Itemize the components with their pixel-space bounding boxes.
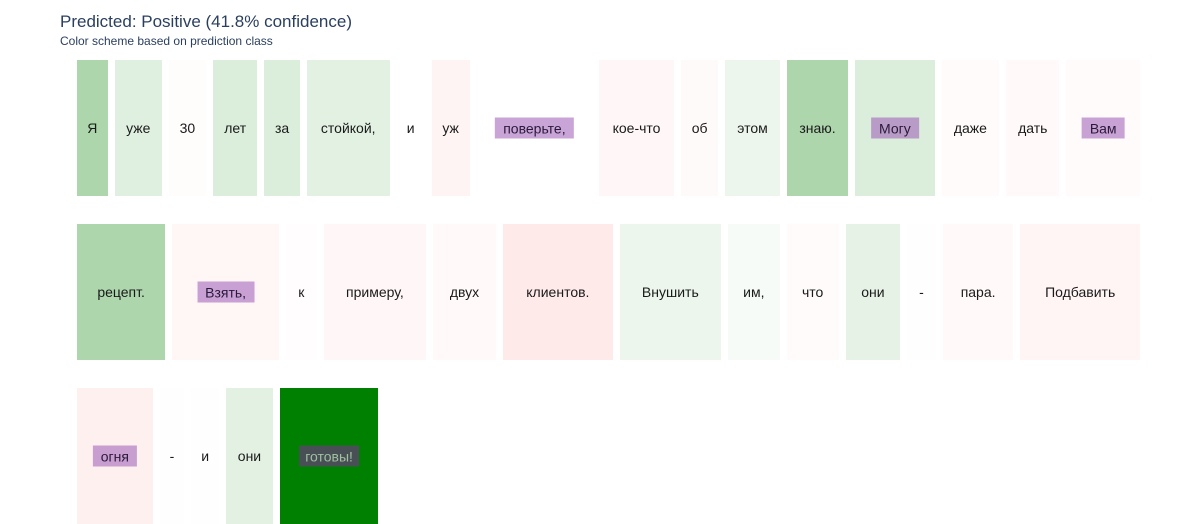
token-label: за	[274, 120, 290, 136]
token-label: что	[801, 284, 824, 300]
token-cell	[1006, 60, 1060, 196]
token-label: и	[406, 120, 415, 136]
token-label: стойкой,	[320, 120, 376, 136]
token-label: знаю.	[799, 120, 836, 136]
chart-title: Predicted: Positive (41.8% confidence)	[60, 12, 352, 31]
token-cell	[212, 60, 258, 196]
token-cell	[725, 60, 780, 196]
token-cell	[502, 224, 613, 360]
token-label: они	[861, 284, 885, 300]
token-label: готовы!	[299, 445, 359, 467]
token-label: даже	[953, 120, 987, 136]
token-cell	[786, 224, 839, 360]
token-label: этом	[737, 120, 768, 136]
token-label: рецепт.	[97, 284, 145, 300]
token-cell	[433, 224, 496, 360]
token-label: кое-что	[612, 120, 661, 136]
token-cell	[306, 60, 390, 196]
token-label: -	[169, 448, 175, 464]
token-cell	[941, 60, 1000, 196]
token-cell	[431, 60, 470, 196]
token-label: они	[237, 448, 262, 464]
token-label: примеру,	[346, 284, 404, 300]
token-cell	[1020, 224, 1140, 360]
token-label: Я	[87, 120, 98, 136]
token-cell	[845, 224, 901, 360]
token-label: Взять,	[197, 281, 255, 303]
token-cell	[727, 224, 780, 360]
token-label: поверьте,	[495, 117, 574, 139]
token-label: и	[201, 448, 210, 464]
token-label: лет	[224, 120, 247, 136]
token-label: пара.	[960, 284, 996, 300]
token-label: им,	[743, 284, 765, 300]
token-label: к	[298, 284, 305, 300]
token-label: клиентов.	[526, 284, 590, 300]
token-cell	[680, 60, 719, 196]
token-cell	[77, 224, 166, 360]
token-cell	[942, 224, 1014, 360]
token-label: уж	[442, 120, 459, 136]
token-cell	[191, 388, 220, 524]
token-cell	[159, 388, 185, 524]
token-cell	[264, 60, 300, 196]
token-cell	[114, 60, 162, 196]
token-cell	[286, 224, 317, 360]
token-label: Внушить	[641, 284, 699, 300]
token-cell	[323, 224, 427, 360]
token-cell	[599, 60, 674, 196]
token-cell	[619, 224, 721, 360]
token-label: -	[919, 284, 924, 300]
token-label: об	[691, 120, 708, 136]
token-label: Подбавить	[1045, 284, 1116, 300]
token-cell	[396, 60, 425, 196]
token-label: уже	[126, 120, 151, 136]
token-label: дать	[1018, 120, 1048, 136]
token-cell	[77, 60, 108, 196]
token-label: огня	[92, 445, 137, 467]
token-label: Вам	[1081, 117, 1125, 139]
token-label: двух	[449, 284, 480, 300]
token-cell	[907, 224, 936, 360]
token-label: 30	[179, 120, 196, 136]
token-cell	[168, 60, 206, 196]
chart-subtitle: Color scheme based on prediction class	[60, 34, 273, 48]
token-cell	[226, 388, 273, 524]
token-cell	[786, 60, 849, 196]
token-label: Могу	[871, 117, 919, 139]
